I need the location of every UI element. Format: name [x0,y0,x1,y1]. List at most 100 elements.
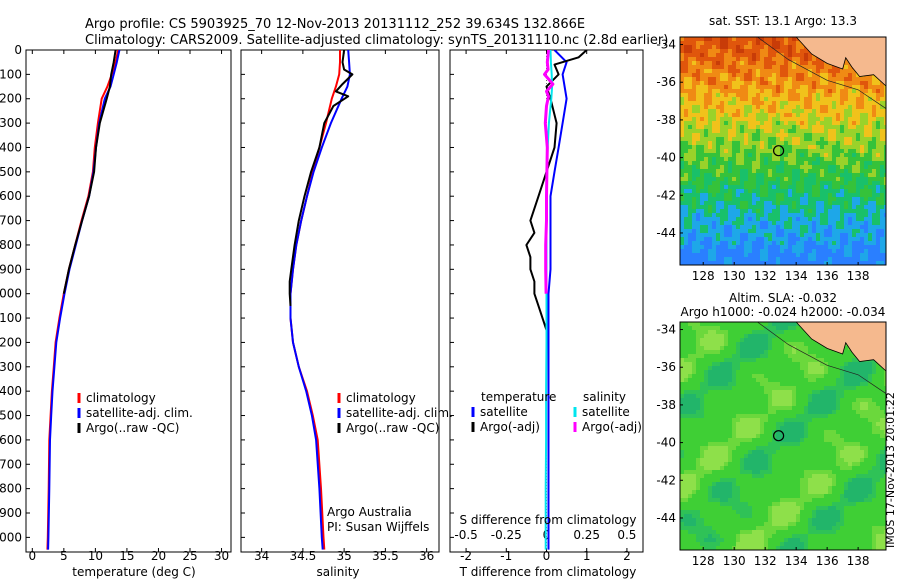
sla-cell [704,338,708,342]
sst-cell [752,173,756,177]
sst-cell [712,129,716,133]
sla-cell [852,402,856,406]
sst-cell [856,189,860,193]
sla-cell [868,402,872,406]
sla-cell [744,454,748,458]
sst-cell [796,109,800,113]
sst-cell [736,241,740,245]
sla-cell [768,382,772,386]
sst-cell [852,245,856,249]
sla-cell [732,506,736,510]
sla-cell [808,366,812,370]
sla-cell [712,326,716,330]
sst-cell [812,101,816,105]
sst-cell [884,233,886,237]
sst-cell [712,57,716,61]
sst-cell [828,221,832,225]
sla-cell [772,430,776,434]
sst-cell [864,213,868,217]
sla-cell [764,386,768,390]
sst-cell [696,121,700,125]
sst-cell [832,181,836,185]
sst-cell [808,225,812,229]
sla-cell [792,402,796,406]
sla-cell [688,514,692,518]
sla-cell [764,378,768,382]
sst-cell [796,221,800,225]
sla-cell [756,470,760,474]
sst-cell [816,229,820,233]
sst-cell [712,233,716,237]
sst-cell [716,133,720,137]
sst-cell [732,137,736,141]
sst-cell [884,249,886,253]
sla-cell [804,366,808,370]
sla-cell [724,450,728,454]
sst-cell [704,245,708,249]
sst-cell [852,237,856,241]
sst-cell [844,213,848,217]
sla-cell [824,518,828,522]
sst-cell [748,213,752,217]
sst-cell [800,137,804,141]
sla-cell [780,498,784,502]
sst-cell [712,41,716,45]
sst-cell [756,45,760,49]
sst-cell [740,253,744,257]
sla-cell [748,414,752,418]
sst-cell [732,133,736,137]
sst-cell [692,81,696,85]
sst-cell [712,209,716,213]
sst-cell [760,145,764,149]
sst-cell [832,193,836,197]
sst-cell [796,245,800,249]
sla-cell [712,538,716,542]
sst-cell [708,121,712,125]
sla-cell [724,498,728,502]
sst-cell [876,85,880,89]
sla-cell [852,358,856,362]
sst-cell [740,109,744,113]
sst-cell [748,93,752,97]
sst-cell [736,85,740,89]
sla-cell [744,426,748,430]
sst-cell [824,157,828,161]
sst-cell [840,169,844,173]
sst-cell [696,49,700,53]
sst-cell [836,225,840,229]
sst-cell [712,93,716,97]
sst-cell [796,97,800,101]
sla-cell [872,426,876,430]
sla-cell [720,462,724,466]
sst-cell [764,237,768,241]
sla-cell [688,374,692,378]
sst-cell [864,173,868,177]
sst-cell [688,261,692,265]
sla-cell [752,534,756,538]
sla-cell [704,342,708,346]
sst-cell [684,201,688,205]
sla-cell [832,402,836,406]
sst-cell [772,109,776,113]
sst-cell [808,141,812,145]
sst-cell [816,201,820,205]
sst-cell [772,57,776,61]
sst-cell [840,245,844,249]
sst-cell [804,117,808,121]
sst-cell [748,257,752,261]
sst-cell [872,113,876,117]
sst-cell [844,105,848,109]
sst-cell [736,173,740,177]
sst-cell [716,145,720,149]
sst-cell [760,45,764,49]
sla-cell [868,370,872,374]
sla-cell [716,466,720,470]
sst-cell [704,137,708,141]
sst-map-axes: 128 130 132 134 136 138-34-36-38-40-42-44 [656,38,869,283]
sst-cell [792,105,796,109]
sst-cell [712,117,716,121]
sst-cell [688,49,692,53]
sla-cell [744,338,748,342]
sst-cell [716,217,720,221]
sst-cell [708,169,712,173]
